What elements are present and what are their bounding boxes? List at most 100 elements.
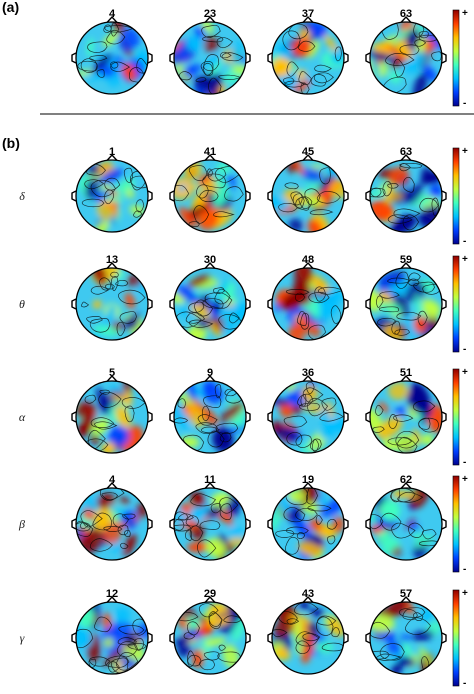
topographic-map: 43 — [267, 588, 349, 675]
scalp-map-field — [272, 381, 344, 453]
component-number: 45 — [302, 146, 314, 158]
head-ear-left — [365, 518, 371, 530]
topographic-map: 12 — [71, 588, 153, 675]
topographic-map: 57 — [365, 588, 447, 675]
scalp-map-field — [76, 160, 148, 232]
scalp-map-field — [76, 488, 148, 560]
topographic-map: 63 — [365, 8, 447, 95]
component-number: 43 — [302, 588, 314, 600]
scalp-map-field — [272, 160, 344, 232]
head-outline — [369, 601, 443, 675]
topographic-map: 4 — [71, 8, 153, 95]
head-outline — [173, 159, 247, 233]
head-nose — [204, 374, 216, 382]
scalp-map-field — [272, 22, 344, 94]
topographic-map: 62 — [365, 474, 447, 561]
head-nose — [204, 153, 216, 161]
head-nose — [302, 153, 314, 161]
head-nose — [106, 15, 118, 23]
head-ear-right — [441, 52, 447, 64]
head-outline — [173, 267, 247, 341]
component-number: 59 — [400, 254, 412, 266]
head-ear-right — [147, 52, 153, 64]
topographic-map: 19 — [267, 474, 349, 561]
head-ear-left — [71, 52, 77, 64]
head-ear-left — [267, 298, 273, 310]
component-number: 29 — [204, 588, 216, 600]
head-ear-right — [245, 518, 251, 530]
head-ear-left — [71, 632, 77, 644]
topographic-map: 13 — [71, 254, 153, 341]
component-number: 48 — [302, 254, 314, 266]
head-ear-right — [245, 411, 251, 423]
component-number: 62 — [400, 474, 412, 486]
frequency-band-label: δ — [19, 189, 25, 203]
component-number: 57 — [400, 588, 412, 600]
scalp-map-field — [76, 268, 148, 340]
colorbar: +- — [452, 8, 468, 109]
scalp-map-field — [174, 160, 246, 232]
head-nose — [106, 374, 118, 382]
colorbar: +- — [452, 254, 468, 355]
head-ear-left — [169, 632, 175, 644]
head-ear-right — [147, 632, 153, 644]
head-ear-right — [245, 190, 251, 202]
head-ear-right — [343, 190, 349, 202]
topographic-map: 36 — [267, 367, 349, 454]
head-ear-left — [267, 518, 273, 530]
component-number: 63 — [400, 146, 412, 158]
head-ear-right — [441, 190, 447, 202]
head-ear-left — [267, 190, 273, 202]
colorbar-max-label: + — [462, 146, 468, 157]
head-nose — [302, 261, 314, 269]
colorbar-min-label: - — [463, 678, 466, 689]
scalp-map-field — [174, 381, 246, 453]
colorbar-min-label: - — [463, 564, 466, 575]
head-outline — [271, 21, 345, 95]
colorbar: +- — [452, 474, 468, 575]
scalp-map-field — [370, 268, 442, 340]
head-outline — [369, 21, 443, 95]
component-number: 63 — [400, 8, 412, 20]
head-ear-right — [147, 190, 153, 202]
topographic-map: 37 — [267, 8, 349, 95]
colorbar-max-label: + — [462, 8, 468, 19]
head-ear-right — [245, 298, 251, 310]
scalp-map-field — [76, 22, 148, 94]
scalp-map-field — [174, 602, 246, 674]
head-outline — [369, 380, 443, 454]
head-outline — [369, 159, 443, 233]
colorbar-max-label: + — [462, 474, 468, 485]
colorbar-max-label: + — [462, 588, 468, 599]
head-ear-right — [441, 298, 447, 310]
scalp-map-field — [370, 488, 442, 560]
scalp-map-field — [174, 22, 246, 94]
head-nose — [106, 261, 118, 269]
component-number: 11 — [204, 474, 216, 486]
head-nose — [400, 15, 412, 23]
component-number: 23 — [204, 8, 216, 20]
topographic-map: 48 — [267, 254, 349, 341]
head-ear-left — [365, 52, 371, 64]
head-ear-left — [365, 632, 371, 644]
head-nose — [204, 15, 216, 23]
component-number: 13 — [106, 254, 118, 266]
head-ear-left — [169, 518, 175, 530]
head-ear-right — [147, 518, 153, 530]
scalp-map-field — [76, 381, 148, 453]
colorbar: +- — [452, 588, 468, 689]
head-outline — [369, 487, 443, 561]
head-outline — [173, 487, 247, 561]
head-ear-left — [267, 52, 273, 64]
topographic-map: 1 — [71, 146, 153, 233]
component-number: 30 — [204, 254, 216, 266]
head-ear-right — [245, 52, 251, 64]
head-nose — [400, 595, 412, 603]
head-outline — [369, 267, 443, 341]
scalp-map-field — [174, 268, 246, 340]
scalp-map-field — [370, 22, 442, 94]
panel-label: (b) — [2, 135, 20, 151]
head-outline — [75, 487, 149, 561]
head-ear-right — [441, 632, 447, 644]
